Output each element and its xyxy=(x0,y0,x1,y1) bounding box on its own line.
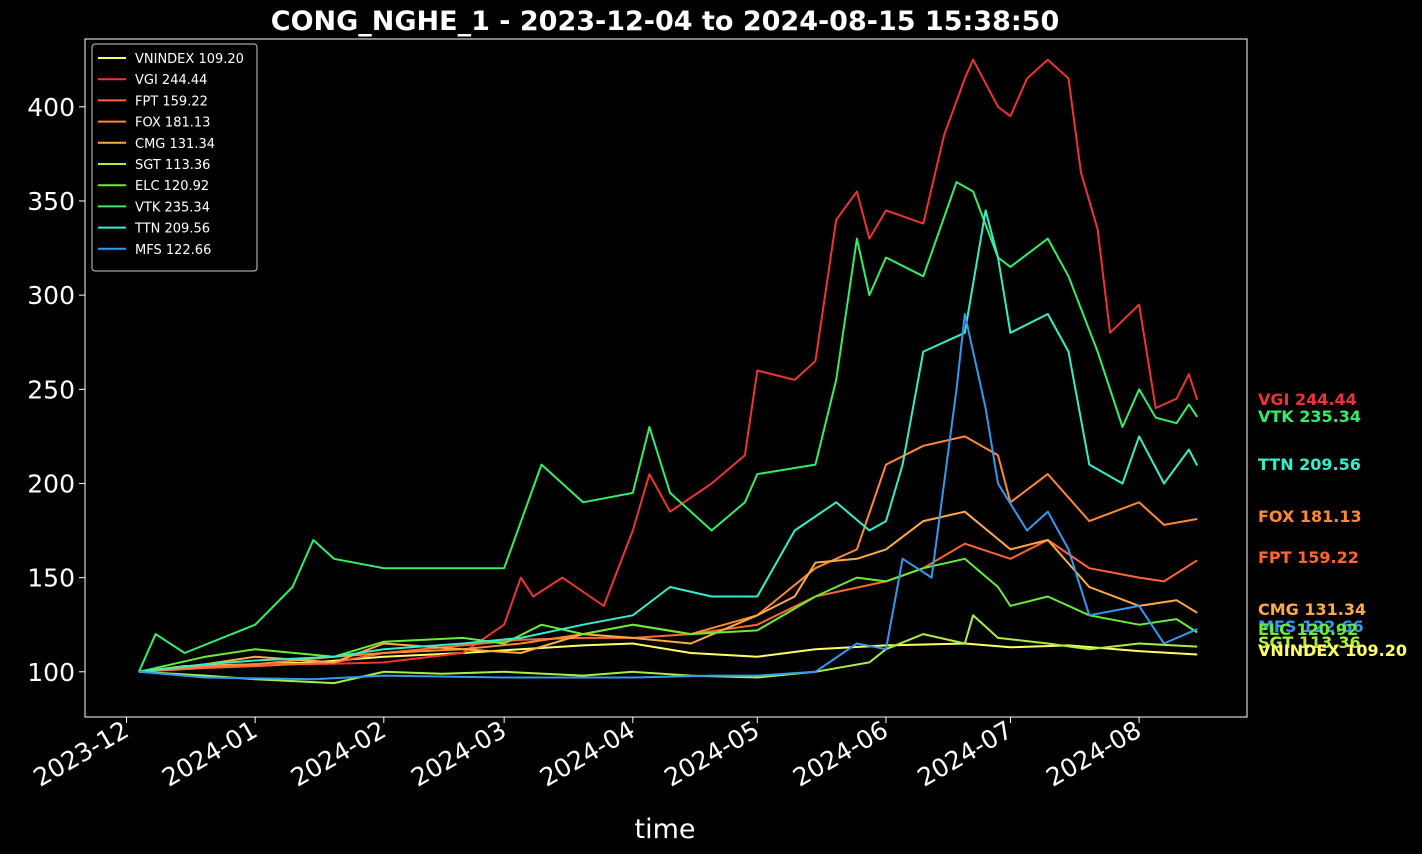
legend-entry: MFS 122.66 xyxy=(135,243,211,258)
legend-entry: VNINDEX 109.20 xyxy=(135,52,244,67)
x-axis-label: time xyxy=(634,814,695,845)
y-tick-label: 300 xyxy=(27,281,75,310)
legend-entry: SGT 113.36 xyxy=(135,158,210,173)
end-label: VNINDEX 109.20 xyxy=(1258,641,1407,660)
series-line-vtk xyxy=(137,181,1199,673)
legend-entry: FOX 181.13 xyxy=(135,116,210,131)
end-label: FPT 159.22 xyxy=(1258,548,1359,567)
end-label: MFS 122.66 xyxy=(1258,617,1364,636)
y-tick-label: 350 xyxy=(27,187,75,216)
y-tick-label: 150 xyxy=(27,564,75,593)
series-line-fox xyxy=(138,435,1198,673)
legend-entry: CMG 131.34 xyxy=(135,137,215,152)
series-line-mfs xyxy=(138,313,1198,681)
y-tick-label: 250 xyxy=(27,375,75,404)
legend-entry: VGI 244.44 xyxy=(135,73,207,88)
y-axis: 100 150 200 250 300 350 400 xyxy=(27,93,85,687)
series-line-elc xyxy=(138,557,1198,673)
end-label: ELC 120.92 xyxy=(1258,620,1358,639)
end-label: VGI 244.44 xyxy=(1258,390,1357,409)
series-line-fpt xyxy=(138,539,1198,673)
series-line-cmg xyxy=(138,510,1198,673)
plot-area xyxy=(84,38,1248,718)
y-tick-label: 200 xyxy=(27,469,75,498)
legend-entry: VTK 235.34 xyxy=(135,200,210,215)
end-label: SGT 113.36 xyxy=(1258,633,1361,652)
legend-entry: ELC 120.92 xyxy=(135,179,209,194)
series-lines xyxy=(137,58,1199,685)
legend-entry: TTN 209.56 xyxy=(134,222,210,237)
series-line-vnindex xyxy=(138,642,1198,673)
end-label: FOX 181.13 xyxy=(1258,507,1362,526)
end-label: CMG 131.34 xyxy=(1258,600,1366,619)
y-tick-label: 100 xyxy=(27,658,75,687)
legend: VNINDEX 109.20 VGI 244.44 FPT 159.22 FOX 18… xyxy=(91,43,258,272)
legend-box xyxy=(91,43,258,272)
legend-entry: FPT 159.22 xyxy=(135,94,208,109)
axes-frame xyxy=(84,38,1248,718)
end-label: TTN 209.56 xyxy=(1258,455,1361,474)
series-line-ttn xyxy=(138,209,1199,673)
y-tick-label: 400 xyxy=(27,93,75,122)
chart-title: CONG_NGHE_1 - 2023-12-04 to 2024-08-15 1… xyxy=(271,6,1060,37)
end-label: VTK 235.34 xyxy=(1258,407,1361,426)
series-line-vgi xyxy=(138,58,1199,673)
